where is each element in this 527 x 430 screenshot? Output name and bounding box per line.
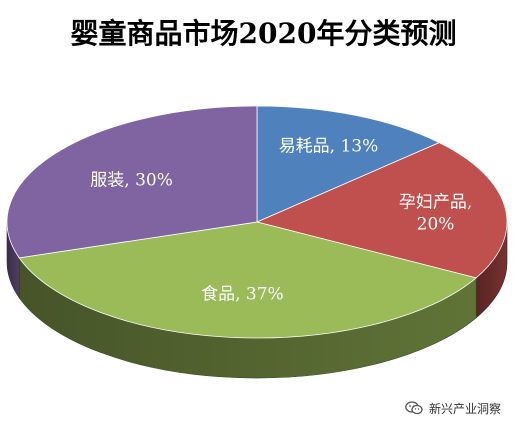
pie-tops	[6, 105, 508, 339]
slice-3-label: 服装, 30%	[90, 171, 173, 191]
pie-labels: 易耗品, 13% 孕妇产品, 20% 食品, 37% 服装, 30%	[90, 136, 472, 304]
slice-2-top	[18, 221, 477, 339]
watermark: 新兴产业洞察	[405, 396, 523, 420]
slice-0-top	[256, 105, 441, 223]
slice-1-label: 孕妇产品, 20%	[399, 193, 472, 235]
wechat-icon	[405, 401, 423, 415]
slice-3-top	[6, 105, 258, 259]
slice-2-label: 食品, 37%	[201, 285, 284, 305]
watermark-text: 新兴产业洞察	[429, 401, 502, 416]
slice-0-label: 易耗品, 13%	[279, 136, 379, 156]
slice-1-top	[255, 142, 508, 279]
chart-title: 婴童商品市场2020年分类预测	[70, 17, 457, 50]
